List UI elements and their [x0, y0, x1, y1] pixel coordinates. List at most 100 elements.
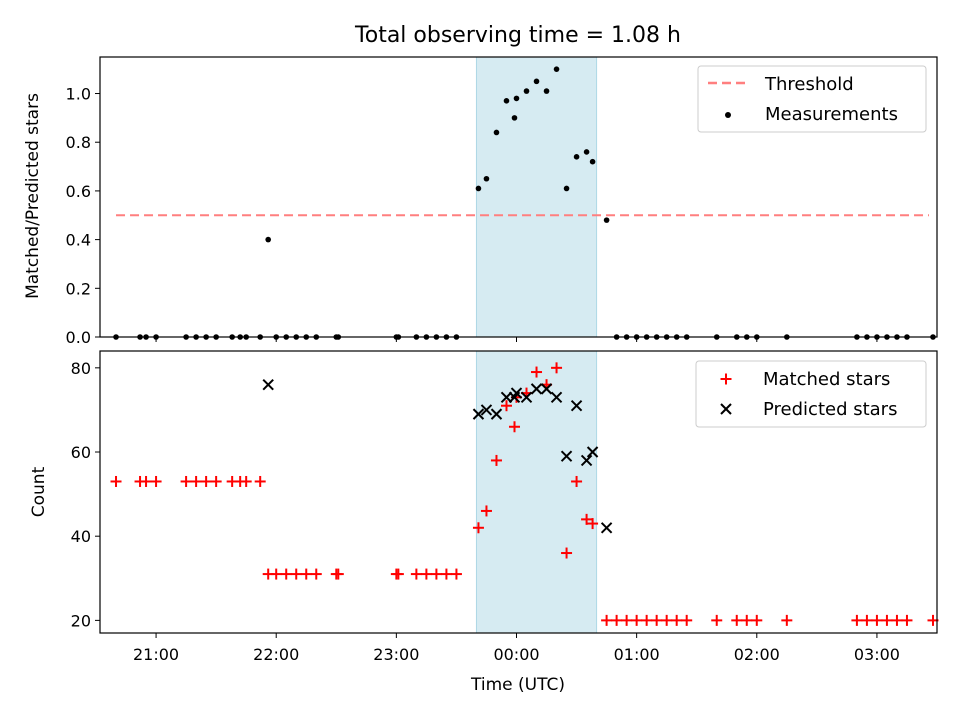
predicted-star-point: [560, 450, 573, 462]
x-tick-label: 03:00: [854, 645, 900, 664]
measurement-point: [543, 88, 550, 94]
y-tick-label: 0.0: [66, 328, 91, 347]
matched-star-point: [180, 475, 192, 487]
legend-measurements-swatch: [725, 112, 731, 118]
predicted-star-point: [540, 383, 553, 395]
matched-star-point: [508, 421, 520, 433]
shaded-span: [475, 56, 598, 338]
matched-star-point: [150, 475, 162, 487]
matched-star-point: [472, 522, 484, 534]
matched-star-point: [551, 362, 563, 374]
matched-star-point: [651, 614, 663, 626]
top-legend: Threshold Measurements: [697, 65, 927, 133]
chart-title: Total observing time = 1.08 h: [354, 23, 681, 48]
x-tick-label: 22:00: [253, 645, 299, 664]
matched-star-point: [531, 366, 543, 378]
matched-star-point: [200, 475, 212, 487]
matched-star-point: [240, 475, 252, 487]
predicted-star-point: [520, 391, 533, 404]
matched-star-point: [891, 614, 903, 626]
legend-threshold-label: Threshold: [764, 74, 854, 95]
matched-star-point: [741, 614, 753, 626]
y-tick-label: 1.0: [66, 85, 91, 104]
matched-star-point: [210, 475, 222, 487]
shaded-span: [475, 350, 598, 634]
matched-star-point: [901, 614, 913, 626]
y-tick-label: 0.6: [66, 182, 91, 201]
matched-star-point: [711, 614, 723, 626]
matched-star-point: [871, 614, 883, 626]
predicted-star-point: [586, 446, 599, 458]
matched-star-point: [731, 614, 743, 626]
legend-measurements-label: Measurements: [765, 104, 898, 125]
matched-star-point: [430, 568, 442, 580]
bottom-y-axis-label: Count: [29, 466, 49, 517]
x-tick-label: 23:00: [373, 645, 419, 664]
matched-star-point: [500, 400, 512, 412]
top-panel: 0.0 0.2 0.4 0.6 0.8 1.0: [66, 56, 938, 347]
y-tick-label: 80: [71, 359, 91, 378]
matched-star-point: [571, 475, 583, 487]
matched-star-point: [621, 614, 633, 626]
y-tick-label: 40: [71, 527, 91, 546]
bottom-legend: Matched stars Predicted stars: [695, 360, 927, 428]
matched-star-point: [190, 475, 202, 487]
matched-star-point: [332, 568, 344, 580]
matched-star-point: [851, 614, 863, 626]
legend-matched-label: Matched stars: [763, 369, 890, 390]
matched-star-point: [611, 614, 623, 626]
matched-star-point: [751, 614, 763, 626]
matched-star-point: [781, 614, 793, 626]
y-tick-label: 20: [71, 611, 91, 630]
predicted-star-point: [600, 522, 613, 534]
measurement-point: [573, 154, 580, 160]
matched-star-point: [450, 568, 462, 580]
legend-predicted-label: Predicted stars: [763, 399, 897, 420]
measurement-point: [503, 98, 510, 104]
matched-star-point: [881, 614, 893, 626]
matched-star-point: [681, 614, 693, 626]
matched-star-point: [480, 505, 492, 517]
y-tick-label: 0.8: [66, 133, 91, 152]
x-tick-label: 01:00: [614, 645, 660, 664]
y-tick-label: 60: [71, 443, 91, 462]
matched-star-point: [601, 614, 613, 626]
matched-star-point: [490, 454, 502, 466]
measurement-point: [523, 88, 530, 94]
x-axis-label: Time (UTC): [470, 675, 565, 695]
predicted-star-point: [262, 378, 274, 391]
measurement-point: [475, 185, 482, 192]
predicted-star-point: [530, 383, 543, 395]
predicted-star-point: [570, 400, 583, 412]
matched-star-point: [861, 614, 873, 626]
matched-star-point: [110, 475, 122, 487]
matched-star-point: [631, 614, 643, 626]
legend-matched-swatch: [720, 373, 732, 385]
matched-star-point: [300, 568, 312, 580]
measurement-point: [483, 175, 490, 182]
legend-predicted-swatch: [720, 403, 732, 415]
matched-star-point: [641, 614, 653, 626]
matched-star-point: [270, 568, 282, 580]
predicted-star-point: [480, 404, 493, 416]
matched-star-point: [410, 568, 422, 580]
matched-star-point: [290, 568, 302, 580]
measurement-point: [583, 149, 590, 155]
top-y-axis-label: Matched/Predicted stars: [23, 93, 43, 299]
measurement-point: [603, 217, 610, 223]
matched-star-point: [671, 614, 683, 626]
legend-plus-marker: [720, 373, 732, 385]
predicted-star-point: [472, 408, 485, 420]
measurement-point: [533, 78, 540, 85]
matched-star-point: [280, 568, 292, 580]
axes-frame: [99, 56, 938, 338]
measurement-point: [493, 129, 500, 136]
matched-star-point: [310, 568, 322, 580]
x-tick-label: 02:00: [734, 645, 780, 664]
measurement-point: [563, 185, 570, 192]
predicted-star-point: [510, 387, 523, 399]
predicted-star-point: [490, 408, 503, 420]
measurement-point: [553, 66, 560, 72]
matched-star-point: [392, 568, 404, 580]
